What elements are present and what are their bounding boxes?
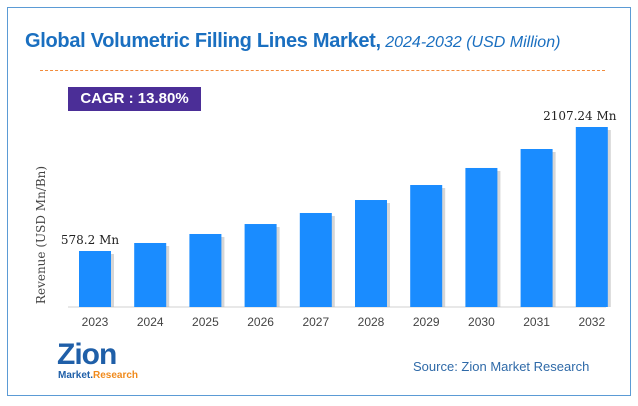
- chart-title: Global Volumetric Filling Lines Market, …: [25, 30, 560, 53]
- bar-2026: [244, 224, 277, 307]
- x-tick-label: 2029: [413, 315, 440, 329]
- title-main: Global Volumetric Filling Lines Market,: [25, 30, 381, 52]
- bar-2029: [410, 185, 443, 307]
- data-label: 2107.24 Mn: [543, 109, 617, 123]
- bar-2031: [520, 149, 553, 307]
- x-tick-label: 2026: [247, 315, 274, 329]
- bar-2028: [355, 200, 387, 307]
- x-tick-label: 2024: [137, 315, 164, 329]
- logo-text: Zion: [57, 338, 117, 371]
- y-axis-label: Revenue (USD Mn/Bn): [34, 166, 48, 304]
- x-tick-label: 2031: [523, 315, 550, 329]
- x-tick-label: 2032: [578, 315, 605, 329]
- bar-2027: [299, 212, 332, 307]
- x-tick-label: 2030: [468, 315, 495, 329]
- chart-frame: [7, 7, 631, 396]
- zion-logo: Zion Market.Research: [57, 340, 147, 385]
- bar-2024: [134, 242, 167, 307]
- x-tick-label: 2028: [358, 315, 385, 329]
- bar-2032: [575, 127, 608, 307]
- source-text: Source: Zion Market Research: [413, 359, 590, 374]
- title-sub: 2024-2032 (USD Million): [385, 34, 561, 51]
- x-tick-label: 2023: [82, 315, 109, 329]
- data-label: 578.2 Mn: [61, 233, 119, 247]
- cagr-badge: CAGR : 13.80%: [68, 87, 201, 111]
- bar-2023: [79, 251, 111, 307]
- logo-subtext: Market.Research: [58, 370, 139, 381]
- bar-2025: [189, 233, 222, 307]
- title-divider: [40, 70, 605, 71]
- x-tick-label: 2025: [192, 315, 219, 329]
- x-tick-label: 2027: [302, 315, 329, 329]
- bar-2030: [465, 167, 498, 307]
